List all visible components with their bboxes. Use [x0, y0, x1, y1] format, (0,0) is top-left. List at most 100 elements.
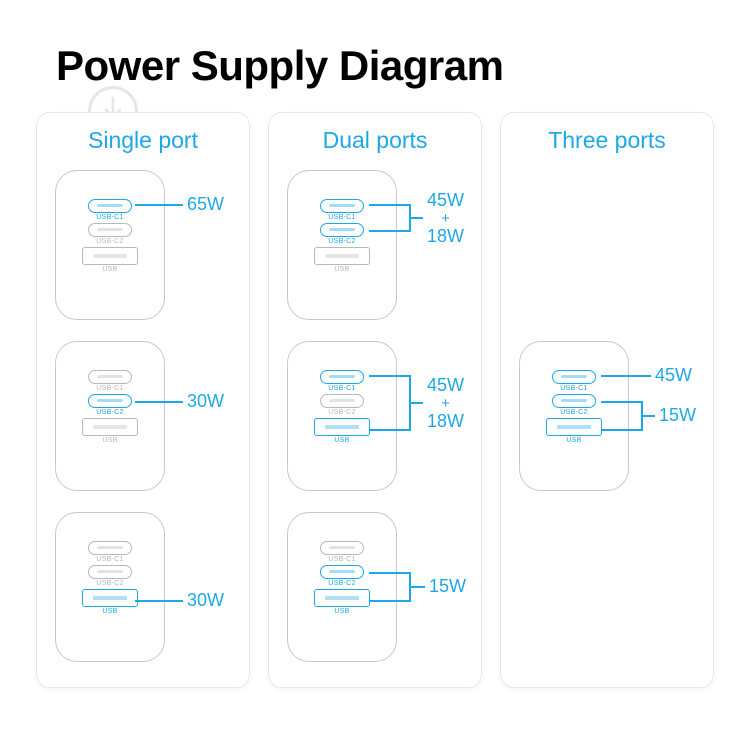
lead-line: [411, 217, 423, 219]
usb-c-port-icon: [320, 394, 364, 408]
port-label: USB-C2: [328, 238, 355, 245]
charger-cell: USB-C1 USB-C2 USB 30W: [47, 335, 239, 498]
charger-cell: [511, 506, 703, 669]
lead-line: [643, 415, 655, 417]
port-group: USB: [314, 418, 370, 444]
usb-a-port-icon: [314, 418, 370, 436]
port-label: USB-C1: [328, 556, 355, 563]
usb-c-port-icon: [552, 394, 596, 408]
bracket-icon: [629, 401, 643, 431]
port-label: USB-C2: [560, 409, 587, 416]
port-label: USB-C2: [328, 580, 355, 587]
lead-line: [601, 401, 629, 403]
lead-line: [135, 600, 183, 602]
usb-c-port-icon: [88, 541, 132, 555]
wattage-label: 45W+18W: [427, 190, 464, 246]
usb-c-port-icon: [320, 565, 364, 579]
port-label: USB: [102, 608, 117, 615]
charger-body-icon: USB-C1 USB-C2 USB: [55, 341, 165, 491]
port-group: USB-C2: [320, 223, 364, 245]
usb-c-port-icon: [320, 370, 364, 384]
port-group: USB-C1: [320, 370, 364, 392]
wattage-label: 65W: [187, 194, 224, 215]
column-header: Three ports: [511, 127, 703, 154]
port-label: USB-C1: [328, 214, 355, 221]
port-label: USB-C1: [96, 385, 123, 392]
usb-c-port-icon: [88, 199, 132, 213]
lead-line: [369, 230, 397, 232]
charger-cell: USB-C1 USB-C2 USB 65W: [47, 164, 239, 327]
lead-line: [135, 204, 183, 206]
column-header: Single port: [47, 127, 239, 154]
port-group: USB-C2: [552, 394, 596, 416]
port-group: USB-C2: [320, 565, 364, 587]
charger-body-icon: USB-C1 USB-C2 USB: [519, 341, 629, 491]
lead-line: [411, 586, 425, 588]
column-2: Three ports USB-C1 USB-C2 USB 45W 15W: [500, 112, 714, 688]
lead-line: [369, 204, 397, 206]
lead-line: [369, 572, 397, 574]
port-label: USB-C2: [328, 409, 355, 416]
lead-line: [601, 375, 651, 377]
port-group: USB: [314, 247, 370, 273]
charger-cell: USB-C1 USB-C2 USB 45W+18W: [279, 335, 471, 498]
usb-c-port-icon: [88, 223, 132, 237]
charger-body-icon: USB-C1 USB-C2 USB: [287, 341, 397, 491]
usb-a-port-icon: [82, 589, 138, 607]
column-0: Single portUSB-C1USB-C2USB65WUSB-C1USB-C…: [36, 112, 250, 688]
port-group: USB-C1: [88, 370, 132, 392]
port-label: USB: [334, 266, 349, 273]
wattage-label: 30W: [187, 590, 224, 611]
usb-c-port-icon: [320, 541, 364, 555]
usb-a-port-icon: [314, 247, 370, 265]
usb-a-port-icon: [82, 247, 138, 265]
wattage-label: 45W+18W: [427, 375, 464, 431]
port-label: USB: [102, 266, 117, 273]
wattage-label: 15W: [659, 405, 696, 426]
usb-a-port-icon: [546, 418, 602, 436]
port-group: USB-C1: [88, 541, 132, 563]
bracket-icon: [397, 204, 411, 232]
column-header: Dual ports: [279, 127, 471, 154]
charger-body-icon: USB-C1 USB-C2 USB: [55, 512, 165, 662]
wattage-label: 45W: [655, 365, 692, 386]
wattage-label: 15W: [429, 576, 466, 597]
usb-c-port-icon: [88, 565, 132, 579]
port-group: USB: [314, 589, 370, 615]
port-label: USB-C2: [96, 409, 123, 416]
port-group: USB: [82, 589, 138, 615]
column-1: Dual portsUSB-C1USB-C2USB45W+18WUSB-C1US…: [268, 112, 482, 688]
port-group: USB: [82, 418, 138, 444]
port-label: USB: [334, 437, 349, 444]
port-group: USB-C2: [88, 565, 132, 587]
port-label: USB-C1: [560, 385, 587, 392]
lead-line: [369, 429, 397, 431]
usb-c-port-icon: [88, 394, 132, 408]
port-label: USB-C1: [96, 214, 123, 221]
wattage-label: 30W: [187, 391, 224, 412]
port-group: USB-C1: [320, 541, 364, 563]
port-group: USB-C1: [320, 199, 364, 221]
bracket-icon: [397, 375, 411, 431]
usb-c-port-icon: [320, 223, 364, 237]
charger-cell: USB-C1 USB-C2 USB 15W: [279, 506, 471, 669]
port-label: USB-C2: [96, 580, 123, 587]
lead-line: [601, 429, 629, 431]
usb-c-port-icon: [88, 370, 132, 384]
port-group: USB-C2: [88, 394, 132, 416]
charger-cell: USB-C1 USB-C2 USB 45W+18W: [279, 164, 471, 327]
usb-c-port-icon: [552, 370, 596, 384]
port-group: USB-C1: [552, 370, 596, 392]
port-group: USB-C2: [320, 394, 364, 416]
columns-container: Single portUSB-C1USB-C2USB65WUSB-C1USB-C…: [0, 112, 750, 688]
port-group: USB-C2: [88, 223, 132, 245]
port-group: USB-C1: [88, 199, 132, 221]
usb-a-port-icon: [82, 418, 138, 436]
port-label: USB: [334, 608, 349, 615]
port-label: USB-C1: [96, 556, 123, 563]
lead-line: [411, 402, 423, 404]
usb-a-port-icon: [314, 589, 370, 607]
port-label: USB-C2: [96, 238, 123, 245]
lead-line: [369, 375, 397, 377]
port-group: USB: [546, 418, 602, 444]
